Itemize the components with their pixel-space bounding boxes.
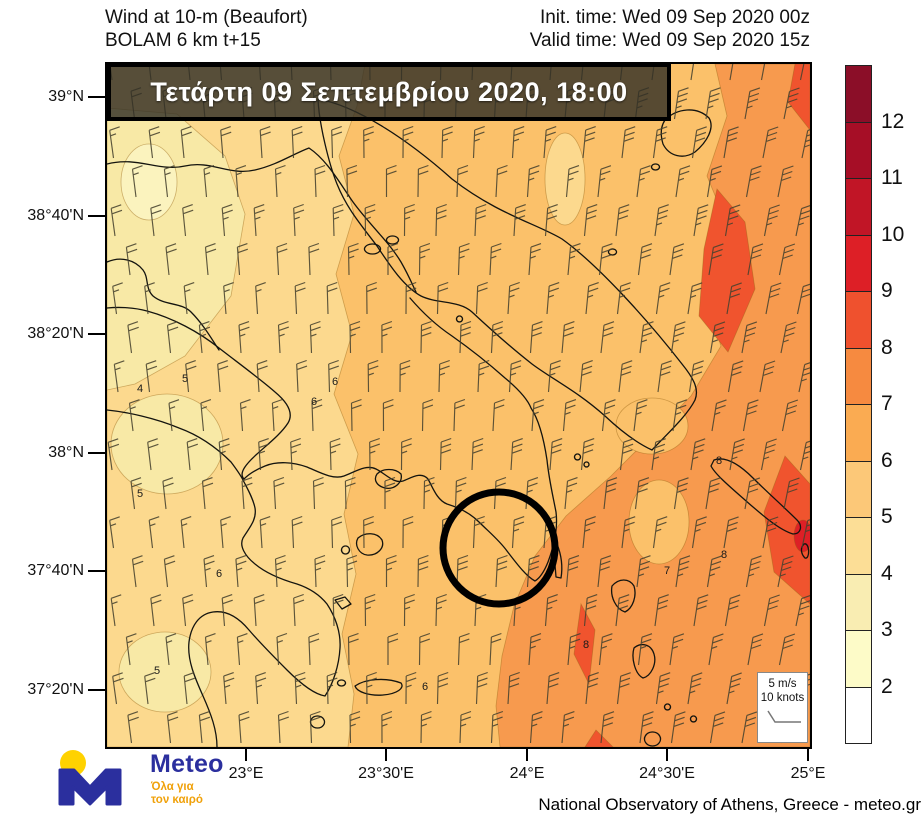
- meteo-logo-tagline: Όλα για τον καιρό: [151, 781, 203, 806]
- wind-barbs-layer: [107, 64, 810, 744]
- highlight-circle: [439, 488, 559, 608]
- lon-tick: [807, 747, 809, 761]
- lat-tick-label: 39°N: [48, 88, 84, 105]
- lat-tick: [88, 570, 105, 572]
- lon-tick-label: 25°E: [790, 765, 826, 782]
- contour-label: 5: [154, 665, 160, 677]
- contour-label: 6: [422, 681, 428, 693]
- colorbar-label: 7: [881, 392, 893, 415]
- contour-label: 8: [716, 455, 722, 467]
- lat-tick-label: 38°20'N: [27, 325, 84, 342]
- colorbar-label: 2: [881, 674, 893, 698]
- contour-label: 4: [137, 383, 143, 395]
- lat-tick: [88, 215, 105, 217]
- lat-tick: [88, 333, 105, 335]
- contour-label: 7: [664, 565, 670, 577]
- lat-tick-label: 37°40'N: [27, 562, 84, 579]
- lat-tick-label: 38°N: [48, 444, 84, 461]
- colorbar-label: 8: [881, 335, 893, 359]
- meteo-logo-text: Meteo: [150, 750, 224, 778]
- contour-label: 8: [721, 549, 727, 561]
- contour-label: 6: [332, 376, 338, 388]
- colorbar-segment: [845, 234, 872, 292]
- lat-tick-label: 38°40'N: [27, 207, 84, 224]
- init-time: Init. time: Wed 09 Sep 2020 00z: [539, 7, 810, 28]
- map-title: Wind at 10-m (Beaufort): [105, 7, 308, 28]
- colorbar-label: 5: [881, 505, 893, 528]
- meteo-logo: Meteo Όλα για τον καιρό: [52, 746, 302, 816]
- contour-label: 6: [311, 396, 317, 408]
- datetime-banner-text: Τετάρτη 09 Σεπτεμβρίου 2020, 18:00: [150, 76, 628, 107]
- lon-tick-label: 24°E: [509, 765, 545, 782]
- lon-tick-label: 24°30'E: [639, 765, 695, 782]
- lon-tick: [526, 747, 528, 761]
- colorbar-label: 4: [881, 561, 893, 585]
- colorbar-label: 12: [881, 109, 905, 133]
- lon-tick: [666, 747, 668, 761]
- colorbar-label: 3: [881, 618, 893, 641]
- lon-tick-label: 23°30'E: [358, 765, 414, 782]
- valid-time: Valid time: Wed 09 Sep 2020 15z: [529, 30, 810, 51]
- lat-tick: [88, 452, 105, 454]
- colorbar-segment: [845, 404, 872, 462]
- colorbar-segment: [845, 291, 872, 349]
- colorbar-label: 6: [881, 448, 893, 472]
- colorbar-segment: [845, 347, 872, 405]
- wind-scale-legend: 5 m/s 10 knots: [757, 672, 808, 743]
- datetime-banner: Τετάρτη 09 Σεπτεμβρίου 2020, 18:00: [107, 63, 671, 121]
- colorbar-segment: [845, 630, 872, 688]
- colorbar-segment: [845, 178, 872, 236]
- lon-tick: [245, 747, 247, 761]
- colorbar-segment: [845, 460, 872, 518]
- wind-barb-icon: [766, 710, 801, 723]
- contour-label: 5: [182, 373, 188, 385]
- lon-tick: [385, 747, 387, 761]
- colorbar-segment: [845, 573, 872, 631]
- lon-tick-label: 23°E: [228, 765, 264, 782]
- contour-label: 5: [137, 488, 143, 500]
- lat-tick-label: 37°20'N: [27, 681, 84, 698]
- colorbar-label: 9: [881, 279, 893, 302]
- wind-map-canvas: 4 5 6 6 5 6 5 6 8 8 7 8: [107, 64, 810, 747]
- contour-label: 8: [583, 639, 589, 651]
- map-title-block: Wind at 10-m (Beaufort) BOLAM 6 km t+15: [105, 6, 308, 52]
- wind-map: 4 5 6 6 5 6 5 6 8 8 7 8: [105, 62, 812, 749]
- attribution-text: National Observatory of Athens, Greece -…: [538, 795, 921, 814]
- contour-label: 6: [216, 568, 222, 580]
- colorbar-label: 11: [881, 166, 903, 189]
- legend-knots: 10 knots: [760, 692, 805, 704]
- lat-tick: [88, 96, 105, 98]
- beaufort-colorbar: 12 11 10 9 8 7 6 5 4 3 2: [845, 65, 904, 744]
- colorbar-segment: [845, 517, 872, 575]
- meteo-logo-icon: [58, 750, 122, 806]
- colorbar-segment: [845, 65, 872, 123]
- colorbar-label: 10: [881, 222, 905, 246]
- colorbar-segment: [845, 121, 872, 179]
- legend-ms: 5 m/s: [768, 678, 797, 690]
- lat-tick: [88, 689, 105, 691]
- map-subtitle: BOLAM 6 km t+15: [105, 30, 261, 51]
- model-times: Init. time: Wed 09 Sep 2020 00z Valid ti…: [530, 6, 810, 52]
- colorbar-segment: [845, 686, 872, 744]
